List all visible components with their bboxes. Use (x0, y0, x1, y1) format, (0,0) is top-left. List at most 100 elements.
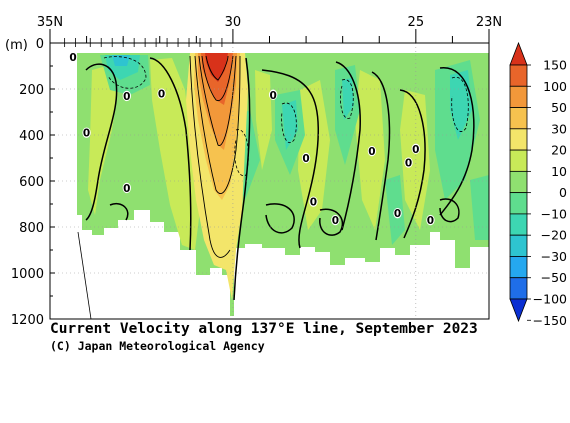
contour-label: 0 (427, 215, 434, 227)
contour-label-bg (404, 157, 413, 168)
positive-contour (194, 55, 241, 195)
left-tick-label: 0 (36, 37, 44, 52)
contour-label: 0 (394, 208, 401, 220)
zero-contour (319, 208, 344, 236)
contour-label-bg (122, 90, 132, 102)
contour-label-bg (268, 89, 278, 100)
negative-contour (103, 56, 147, 89)
field-kuroshio-100 (205, 53, 228, 82)
contour-label: 0 (302, 153, 309, 165)
contour-label: 0 (123, 91, 130, 103)
colorbar-label: −20 (541, 228, 567, 243)
colorbar-segment (509, 192, 528, 215)
contour-label: 0 (412, 144, 419, 156)
top-axis-ticks (49, 29, 490, 47)
colorbar-segment (509, 277, 528, 300)
colorbar-label: 10 (551, 164, 567, 179)
positive-contour (205, 55, 229, 81)
contour-label: 0 (310, 197, 317, 209)
negative-contour (234, 129, 249, 177)
top-axis-labels: 35N 30 25 23N (37, 15, 502, 30)
colorbar-segment (509, 213, 528, 236)
zero-contour (371, 71, 391, 241)
colorbar-label: −30 (541, 249, 567, 264)
chart-credit: (C) Japan Meteorological Agency (50, 339, 265, 353)
y-axis-unit: (m) (5, 38, 28, 53)
chart-title: Current Velocity along 137°E line, Septe… (50, 321, 478, 337)
zero-contour (335, 61, 361, 231)
contour-label-bg (331, 214, 340, 226)
colorbar-segment (509, 107, 528, 130)
contour-label: 0 (405, 158, 412, 170)
zero-contour (439, 67, 475, 216)
colorbar-segment (509, 256, 528, 279)
colorbar-top-triangle (509, 41, 528, 66)
zero-contour (439, 198, 460, 223)
left-tick-label: 800 (19, 221, 44, 236)
contour-label-bg (82, 127, 91, 138)
contour-label: 0 (69, 52, 76, 64)
zero-contour (149, 57, 192, 251)
top-tick-label: 30 (225, 15, 242, 30)
contour-label-bg (411, 143, 421, 154)
left-axis-ticks (50, 42, 55, 320)
contour-label: 0 (368, 146, 375, 158)
zero-contour (109, 203, 129, 221)
colorbar-label: −100 (533, 292, 567, 307)
contour-label-bg (393, 208, 402, 219)
top-tick-label: 25 (408, 15, 425, 30)
positive-contours (189, 55, 241, 258)
contour-label-bg (367, 145, 377, 157)
colorbar-segment (509, 128, 528, 151)
contour-label: 0 (83, 128, 90, 140)
left-axis-labels: 0 200 400 600 800 1000 1200 (11, 37, 44, 328)
colorbar-segment (509, 149, 528, 172)
positive-contour (189, 55, 231, 258)
field-negative (100, 55, 489, 245)
colorbar-segment (509, 85, 528, 108)
colorbar-label: 30 (551, 121, 567, 136)
field-negative-strong (105, 55, 472, 150)
contour-label: 0 (158, 89, 165, 101)
contour-label-bg (68, 51, 78, 62)
negative-contour (281, 102, 297, 143)
contour-label-bg (122, 182, 132, 194)
left-tick-label: 200 (19, 83, 44, 98)
top-tick-label: 23N (476, 15, 502, 30)
colorbar-segment (509, 234, 528, 257)
colorbar-label: 50 (551, 100, 567, 115)
contour-label-bg (157, 88, 166, 99)
negative-contour (340, 79, 354, 119)
contour-label: 0 (332, 215, 339, 227)
negative-contour (451, 76, 469, 132)
velocity-field (77, 53, 489, 316)
positive-contour (201, 55, 234, 101)
contour-label-bg (309, 196, 318, 207)
left-tick-label: 1200 (11, 313, 44, 328)
positive-contour (198, 55, 237, 146)
colorbar-label: 150 (543, 58, 567, 73)
left-tick-label: 600 (19, 175, 44, 190)
contour-label-bg (426, 214, 435, 226)
colorbar-segment (509, 170, 528, 194)
colorbar-label: −150 (533, 313, 567, 328)
zero-contours (85, 57, 475, 301)
zero-contour (399, 89, 426, 239)
left-tick-label: 400 (19, 129, 44, 144)
colorbar-label: 100 (543, 79, 567, 94)
contour-label: 0 (123, 183, 130, 195)
colorbar-segment (509, 64, 528, 87)
colorbar-label: −10 (541, 206, 567, 221)
colorbar-label: 20 (551, 143, 567, 158)
colorbar-label: −50 (541, 270, 567, 285)
leader-line (77, 231, 92, 320)
contour-label-bg (301, 152, 311, 164)
contour-label: 0 (270, 90, 277, 102)
zero-contour (85, 63, 118, 221)
zero-contour (261, 69, 319, 249)
colorbar-label: 0 (559, 185, 567, 200)
negative-contours (103, 56, 469, 177)
left-tick-label: 1000 (11, 267, 44, 282)
